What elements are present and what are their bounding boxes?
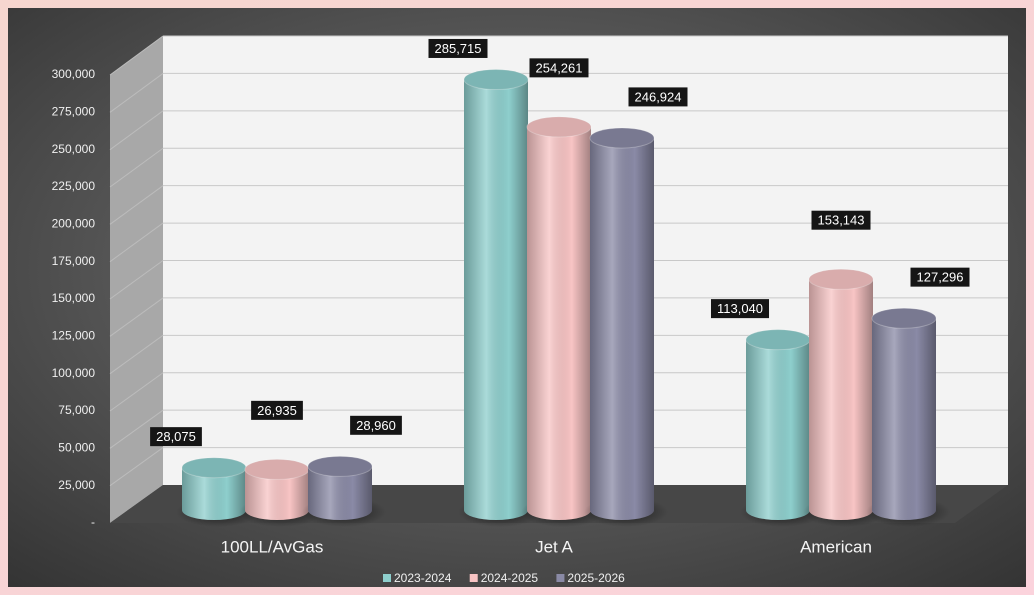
data-label: 28,960 bbox=[356, 418, 396, 433]
data-label: 127,296 bbox=[917, 270, 964, 285]
bar-shade bbox=[464, 79, 528, 520]
bar-cap-shade bbox=[872, 308, 936, 329]
legend-swatch bbox=[556, 574, 565, 582]
legend-label: 2024-2025 bbox=[481, 571, 539, 585]
grid-line bbox=[109, 222, 164, 263]
x-tick-label: Jet A bbox=[535, 537, 573, 556]
grid-line bbox=[109, 73, 164, 113]
bar-shade bbox=[590, 137, 654, 520]
data-label-box bbox=[710, 299, 770, 319]
data-label: 285,715 bbox=[435, 41, 482, 56]
grid-line bbox=[109, 260, 164, 300]
y-tick-label: 250,000 bbox=[52, 142, 96, 156]
grid-line bbox=[109, 447, 164, 487]
bar-cap-shade bbox=[527, 116, 591, 137]
data-label-box bbox=[428, 38, 488, 58]
bar-cap bbox=[808, 268, 874, 290]
x-tick-label: 100LL/AvGas bbox=[221, 537, 324, 556]
data-label-box bbox=[628, 87, 688, 107]
bar-cap-shade bbox=[245, 459, 309, 480]
grid-line bbox=[109, 147, 164, 188]
bar-cap bbox=[526, 116, 592, 138]
data-label-box bbox=[350, 415, 402, 435]
x-tick-label: American bbox=[800, 537, 872, 556]
grid-line bbox=[109, 110, 164, 151]
grid-line bbox=[109, 409, 164, 449]
grid-line bbox=[109, 334, 164, 375]
data-label: 28,075 bbox=[156, 429, 196, 444]
y-tick-label: 300,000 bbox=[52, 67, 96, 81]
y-tick-label: 100,000 bbox=[52, 366, 96, 380]
bar-shade bbox=[182, 467, 246, 520]
data-label: 26,935 bbox=[257, 403, 297, 418]
bar-cap-shade bbox=[182, 457, 246, 478]
data-label-box bbox=[910, 267, 970, 287]
grid-line bbox=[109, 35, 164, 76]
legend-label: 2025-2026 bbox=[567, 571, 625, 585]
y-tick-label: 50,000 bbox=[58, 441, 95, 455]
grid-line bbox=[109, 185, 164, 225]
bar-shade bbox=[746, 339, 810, 520]
bar-shade bbox=[527, 126, 591, 521]
bar-shade bbox=[245, 469, 309, 520]
bar-cap bbox=[463, 69, 529, 91]
grid-line bbox=[109, 372, 164, 412]
data-label: 246,924 bbox=[635, 89, 682, 104]
y-tick-label: 275,000 bbox=[52, 105, 96, 119]
y-tick-label: 25,000 bbox=[58, 478, 95, 492]
y-tick-label: 175,000 bbox=[52, 254, 96, 268]
y-tick-label: 75,000 bbox=[58, 403, 95, 417]
y-tick-label: 125,000 bbox=[52, 329, 96, 343]
bar-cap-shade bbox=[809, 269, 873, 290]
bar-cap-shade bbox=[746, 329, 810, 350]
bar-shade bbox=[872, 318, 936, 520]
bar-shade bbox=[308, 466, 372, 520]
data-label-box bbox=[150, 427, 202, 447]
y-tick-label: - bbox=[91, 515, 95, 529]
bar-cap-shade bbox=[464, 69, 528, 90]
bar-cap bbox=[589, 127, 655, 149]
legend-label: 2023-2024 bbox=[394, 571, 452, 585]
data-label-box bbox=[811, 210, 871, 230]
y-tick-label: 225,000 bbox=[52, 179, 96, 193]
data-label: 153,143 bbox=[818, 213, 865, 228]
bar-cap bbox=[307, 455, 373, 477]
legend-swatch bbox=[383, 574, 391, 582]
legend-swatch bbox=[469, 574, 478, 582]
data-label-box bbox=[529, 58, 589, 78]
data-label-box bbox=[251, 400, 303, 420]
bar-cap bbox=[871, 307, 937, 329]
bar-shade bbox=[809, 279, 873, 520]
y-tick-label: 200,000 bbox=[52, 217, 96, 231]
grid-line bbox=[109, 297, 164, 337]
bar-cap-shade bbox=[590, 127, 654, 148]
data-label: 254,261 bbox=[536, 60, 583, 75]
bar-cap-shade bbox=[308, 456, 372, 477]
y-tick-label: 150,000 bbox=[52, 291, 96, 305]
data-label: 113,040 bbox=[717, 301, 763, 316]
